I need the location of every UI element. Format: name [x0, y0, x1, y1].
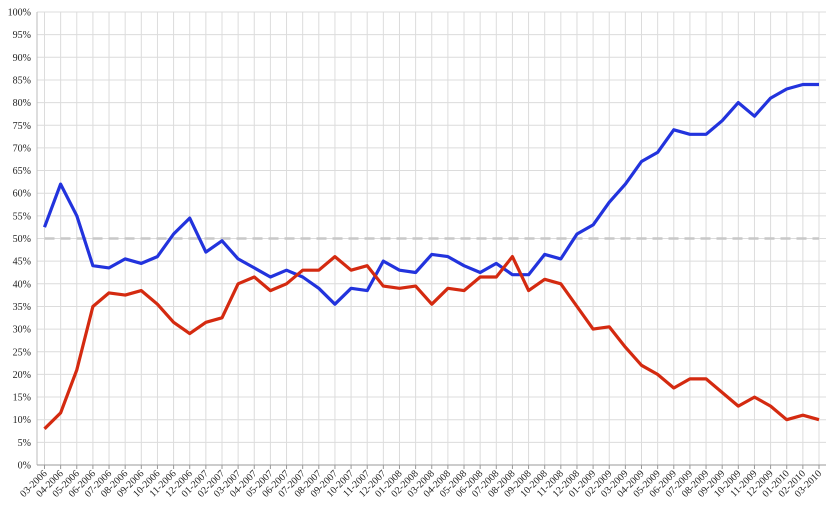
y-tick-label: 100% [8, 8, 31, 19]
y-tick-label: 60% [13, 189, 31, 200]
y-tick-label: 20% [13, 370, 31, 381]
y-tick-label: 25% [13, 347, 31, 358]
y-tick-label: 55% [13, 211, 31, 222]
y-tick-label: 15% [13, 393, 31, 404]
y-tick-label: 5% [18, 438, 31, 449]
y-tick-label: 50% [13, 234, 31, 245]
y-tick-label: 85% [13, 75, 31, 86]
y-tick-label: 0% [18, 461, 31, 472]
y-tick-label: 95% [13, 30, 31, 41]
y-tick-label: 30% [13, 325, 31, 336]
y-tick-label: 90% [13, 53, 31, 64]
y-tick-label: 80% [13, 98, 31, 109]
y-tick-label: 40% [13, 279, 31, 290]
y-tick-label: 10% [13, 415, 31, 426]
y-tick-label: 70% [13, 143, 31, 154]
y-tick-label: 75% [13, 121, 31, 132]
y-tick-label: 65% [13, 166, 31, 177]
y-tick-label: 45% [13, 257, 31, 268]
y-tick-label: 35% [13, 302, 31, 313]
